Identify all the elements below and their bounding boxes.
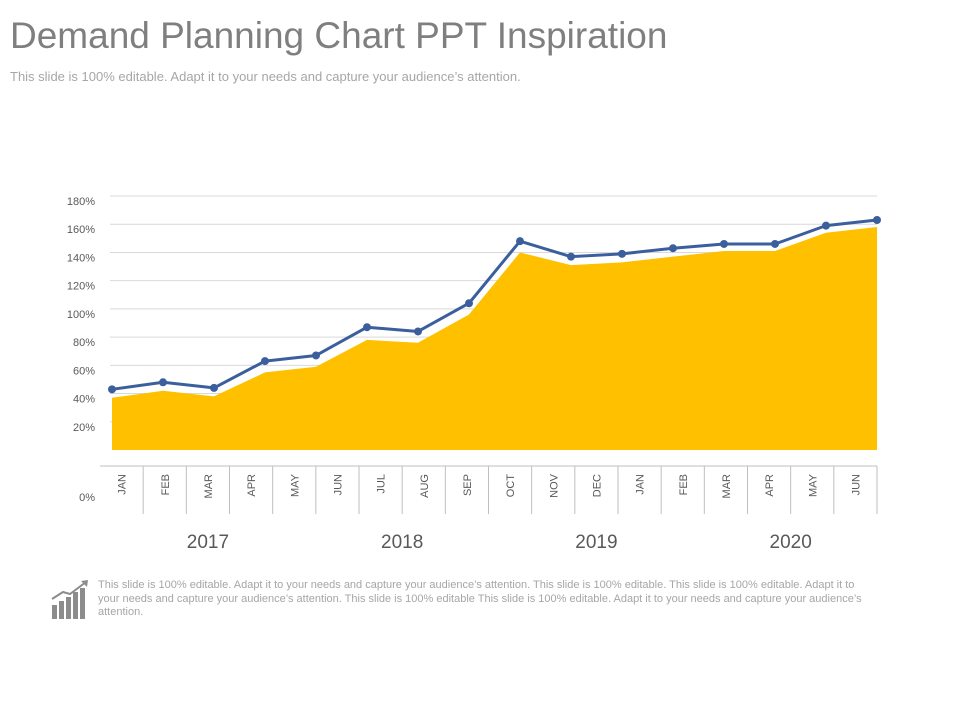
data-point <box>720 239 728 248</box>
data-point <box>159 378 167 387</box>
data-point <box>210 383 218 392</box>
footer-text: This slide is 100% editable. Adapt it to… <box>98 579 862 618</box>
y-tick-label: 180% <box>67 196 95 208</box>
area-series <box>112 227 877 450</box>
y-tick-label: 160% <box>67 224 95 236</box>
line-series <box>111 218 878 391</box>
x-tick-label: FEB <box>678 474 690 495</box>
x-tick-label: DEC <box>591 474 603 497</box>
x-tick-label: AUG <box>419 474 431 498</box>
slide-subtitle: This slide is 100% editable. Adapt it to… <box>10 69 521 84</box>
y-tick-label: 120% <box>67 281 95 293</box>
x-tick-label: JUN <box>332 474 344 495</box>
data-point <box>567 252 575 261</box>
x-tick-label: JAN <box>117 474 129 495</box>
x-tick-label: MAY <box>289 473 301 497</box>
x-tick-label: NOV <box>548 473 560 498</box>
year-label: 2018 <box>381 532 423 553</box>
x-tick-label: JUN <box>850 474 862 495</box>
data-point <box>822 221 830 230</box>
data-point <box>414 327 422 336</box>
data-point <box>261 357 269 366</box>
year-label: 2019 <box>575 532 617 553</box>
year-label: 2017 <box>187 532 229 553</box>
y-tick-label: 100% <box>67 309 95 321</box>
x-tick-label: FEB <box>160 474 172 495</box>
data-point <box>516 237 524 246</box>
x-tick-label: JUL <box>376 474 388 494</box>
y-tick-label: 20% <box>73 422 95 434</box>
y-tick-label: 0% <box>79 492 95 504</box>
data-point <box>873 215 881 224</box>
bar-chart-growth-icon <box>51 580 88 619</box>
data-point <box>618 249 626 258</box>
x-tick-label: OCT <box>505 474 517 498</box>
data-point <box>669 244 677 253</box>
x-tick-label: MAR <box>203 474 215 499</box>
data-point <box>363 323 371 332</box>
x-tick-label: MAY <box>807 473 819 497</box>
data-point <box>312 351 320 360</box>
year-label: 2020 <box>770 532 812 553</box>
slide-title: Demand Planning Chart PPT Inspiration <box>10 15 668 56</box>
data-point <box>108 385 116 394</box>
y-tick-label: 40% <box>73 394 95 406</box>
footer: This slide is 100% editable. Adapt it to… <box>50 579 910 621</box>
y-tick-label: 80% <box>73 337 95 349</box>
x-tick-label: SEP <box>462 474 474 496</box>
x-tick-label: APR <box>764 474 776 497</box>
y-tick-label: 140% <box>67 252 95 264</box>
x-tick-label: APR <box>246 474 258 497</box>
x-tick-label: MAR <box>721 474 733 499</box>
x-tick-label: JAN <box>635 474 647 495</box>
data-point <box>771 239 779 248</box>
data-point <box>465 299 473 308</box>
demand-area-line-chart: 0% 20% 40% 60% 80% 100% 120% 140% 160% 180% JAN FEB… <box>67 195 881 553</box>
y-tick-label: 60% <box>73 365 95 377</box>
